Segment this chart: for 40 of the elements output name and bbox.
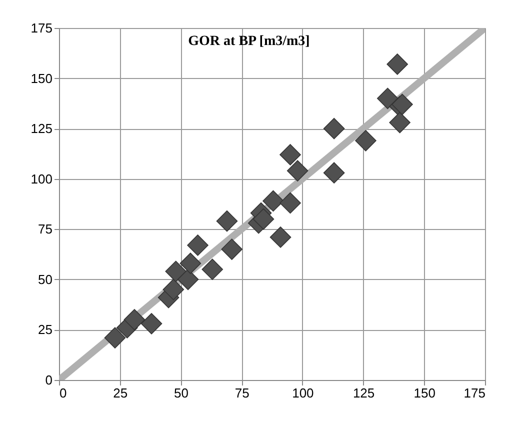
point bbox=[140, 313, 162, 334]
point bbox=[104, 327, 126, 348]
y-tick-label: 125 bbox=[30, 121, 52, 136]
point bbox=[252, 208, 274, 230]
x-tick-label: 125 bbox=[352, 386, 375, 400]
point bbox=[165, 260, 186, 282]
point bbox=[162, 278, 184, 300]
point bbox=[216, 210, 238, 232]
x-tick-label: 0 bbox=[60, 386, 67, 400]
x-tick-label: 50 bbox=[174, 386, 188, 400]
point bbox=[386, 54, 408, 75]
y-tick-label: 100 bbox=[30, 171, 52, 186]
point bbox=[124, 309, 146, 330]
y-tick-label: 150 bbox=[30, 70, 52, 86]
y-tick-label: 75 bbox=[38, 222, 52, 237]
x-tick-label: 175 bbox=[464, 386, 486, 400]
chart-title: GOR at BP [m3/m3] bbox=[188, 34, 310, 49]
point bbox=[323, 118, 345, 140]
x-tick-label: 25 bbox=[113, 386, 128, 400]
x-tick-label: 150 bbox=[414, 386, 436, 400]
point bbox=[286, 160, 308, 182]
x-tick-label: 75 bbox=[234, 386, 250, 400]
x-tick-label: 100 bbox=[292, 386, 314, 400]
point bbox=[376, 88, 398, 110]
point bbox=[221, 238, 242, 260]
point bbox=[177, 268, 199, 290]
point bbox=[280, 144, 301, 166]
point bbox=[389, 112, 410, 134]
y-tick-label: 50 bbox=[38, 272, 52, 287]
point bbox=[270, 226, 292, 248]
y-tick-label: 0 bbox=[45, 372, 52, 388]
point bbox=[262, 190, 284, 212]
point bbox=[187, 234, 208, 256]
point bbox=[355, 130, 376, 152]
point bbox=[202, 258, 224, 280]
point bbox=[180, 252, 202, 274]
y-tick-label: 175 bbox=[30, 20, 52, 36]
y-tick-label: 25 bbox=[38, 322, 52, 338]
point bbox=[323, 162, 345, 184]
point bbox=[280, 192, 301, 214]
